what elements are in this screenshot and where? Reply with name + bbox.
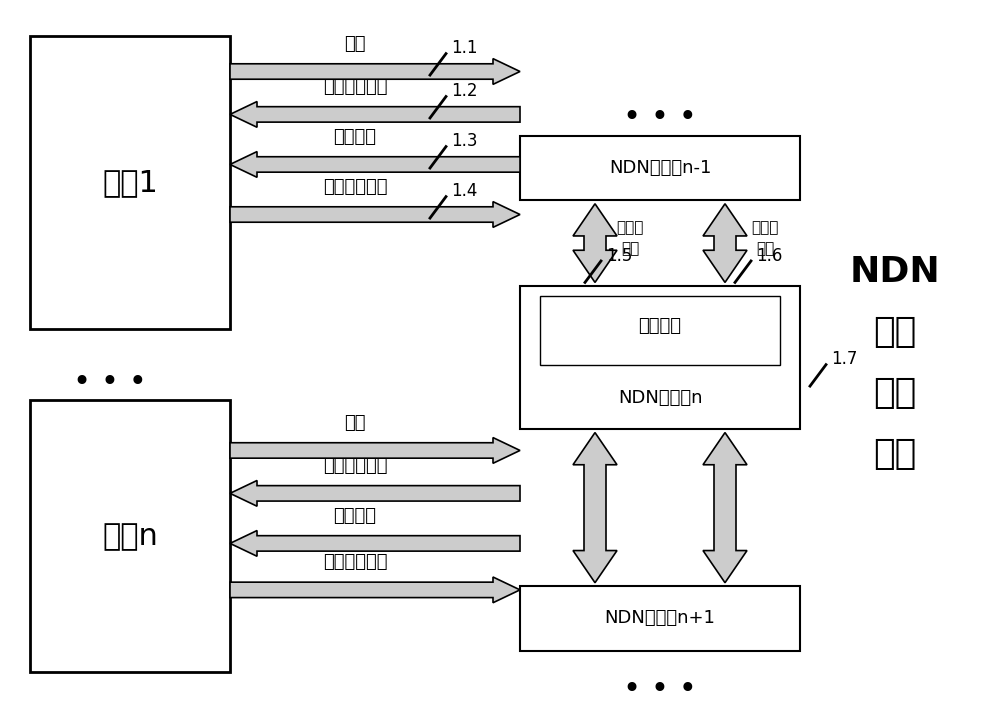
Text: 上传请求: 上传请求 bbox=[334, 507, 376, 525]
Text: 优化: 优化 bbox=[873, 376, 917, 410]
Polygon shape bbox=[573, 204, 617, 282]
Polygon shape bbox=[703, 433, 747, 583]
Text: 下载文件分片: 下载文件分片 bbox=[323, 78, 387, 96]
Text: 收发: 收发 bbox=[621, 242, 639, 256]
Text: NDN路由器n+1: NDN路由器n+1 bbox=[605, 609, 715, 628]
Text: 下载文件分片: 下载文件分片 bbox=[323, 457, 387, 475]
Text: 上传文件分片: 上传文件分片 bbox=[323, 178, 387, 196]
Text: 缓存操作: 缓存操作 bbox=[639, 317, 682, 335]
Text: 自举: 自举 bbox=[344, 35, 366, 53]
Polygon shape bbox=[230, 531, 520, 556]
Bar bbox=[30, 400, 230, 672]
Polygon shape bbox=[230, 577, 520, 603]
Text: • • •: • • • bbox=[623, 104, 697, 132]
Text: 用户n: 用户n bbox=[102, 522, 158, 551]
Text: NDN: NDN bbox=[850, 255, 940, 289]
Text: 收发: 收发 bbox=[756, 242, 774, 256]
Text: 1.2: 1.2 bbox=[451, 82, 478, 100]
Polygon shape bbox=[230, 438, 520, 463]
Bar bbox=[520, 286, 800, 429]
Text: NDN路由器n: NDN路由器n bbox=[618, 388, 702, 407]
Text: 数据包: 数据包 bbox=[751, 220, 779, 235]
Text: 1.6: 1.6 bbox=[756, 247, 782, 265]
Text: 网络: 网络 bbox=[873, 437, 917, 471]
Text: 自举: 自举 bbox=[344, 414, 366, 432]
Polygon shape bbox=[573, 433, 617, 583]
Polygon shape bbox=[230, 152, 520, 177]
Polygon shape bbox=[703, 204, 747, 282]
Polygon shape bbox=[230, 102, 520, 127]
Text: 1.5: 1.5 bbox=[606, 247, 632, 265]
Text: 上传请求: 上传请求 bbox=[334, 128, 376, 146]
Polygon shape bbox=[230, 59, 520, 84]
Text: 1.1: 1.1 bbox=[451, 39, 478, 57]
Text: 上传文件分片: 上传文件分片 bbox=[323, 553, 387, 571]
Text: 用户1: 用户1 bbox=[102, 168, 158, 197]
Polygon shape bbox=[230, 202, 520, 227]
Polygon shape bbox=[230, 480, 520, 506]
Text: • • •: • • • bbox=[623, 676, 697, 704]
Text: 缓存: 缓存 bbox=[873, 315, 917, 350]
Text: 兴趣包: 兴趣包 bbox=[616, 220, 644, 235]
Bar bbox=[540, 296, 780, 365]
Text: 1.3: 1.3 bbox=[451, 132, 478, 150]
Bar bbox=[520, 136, 800, 200]
Text: NDN路由器n-1: NDN路由器n-1 bbox=[609, 159, 711, 177]
Text: 1.7: 1.7 bbox=[831, 350, 857, 368]
Text: 1.4: 1.4 bbox=[451, 182, 477, 200]
Bar bbox=[30, 36, 230, 329]
Bar bbox=[520, 586, 800, 651]
Text: • • •: • • • bbox=[73, 368, 147, 397]
